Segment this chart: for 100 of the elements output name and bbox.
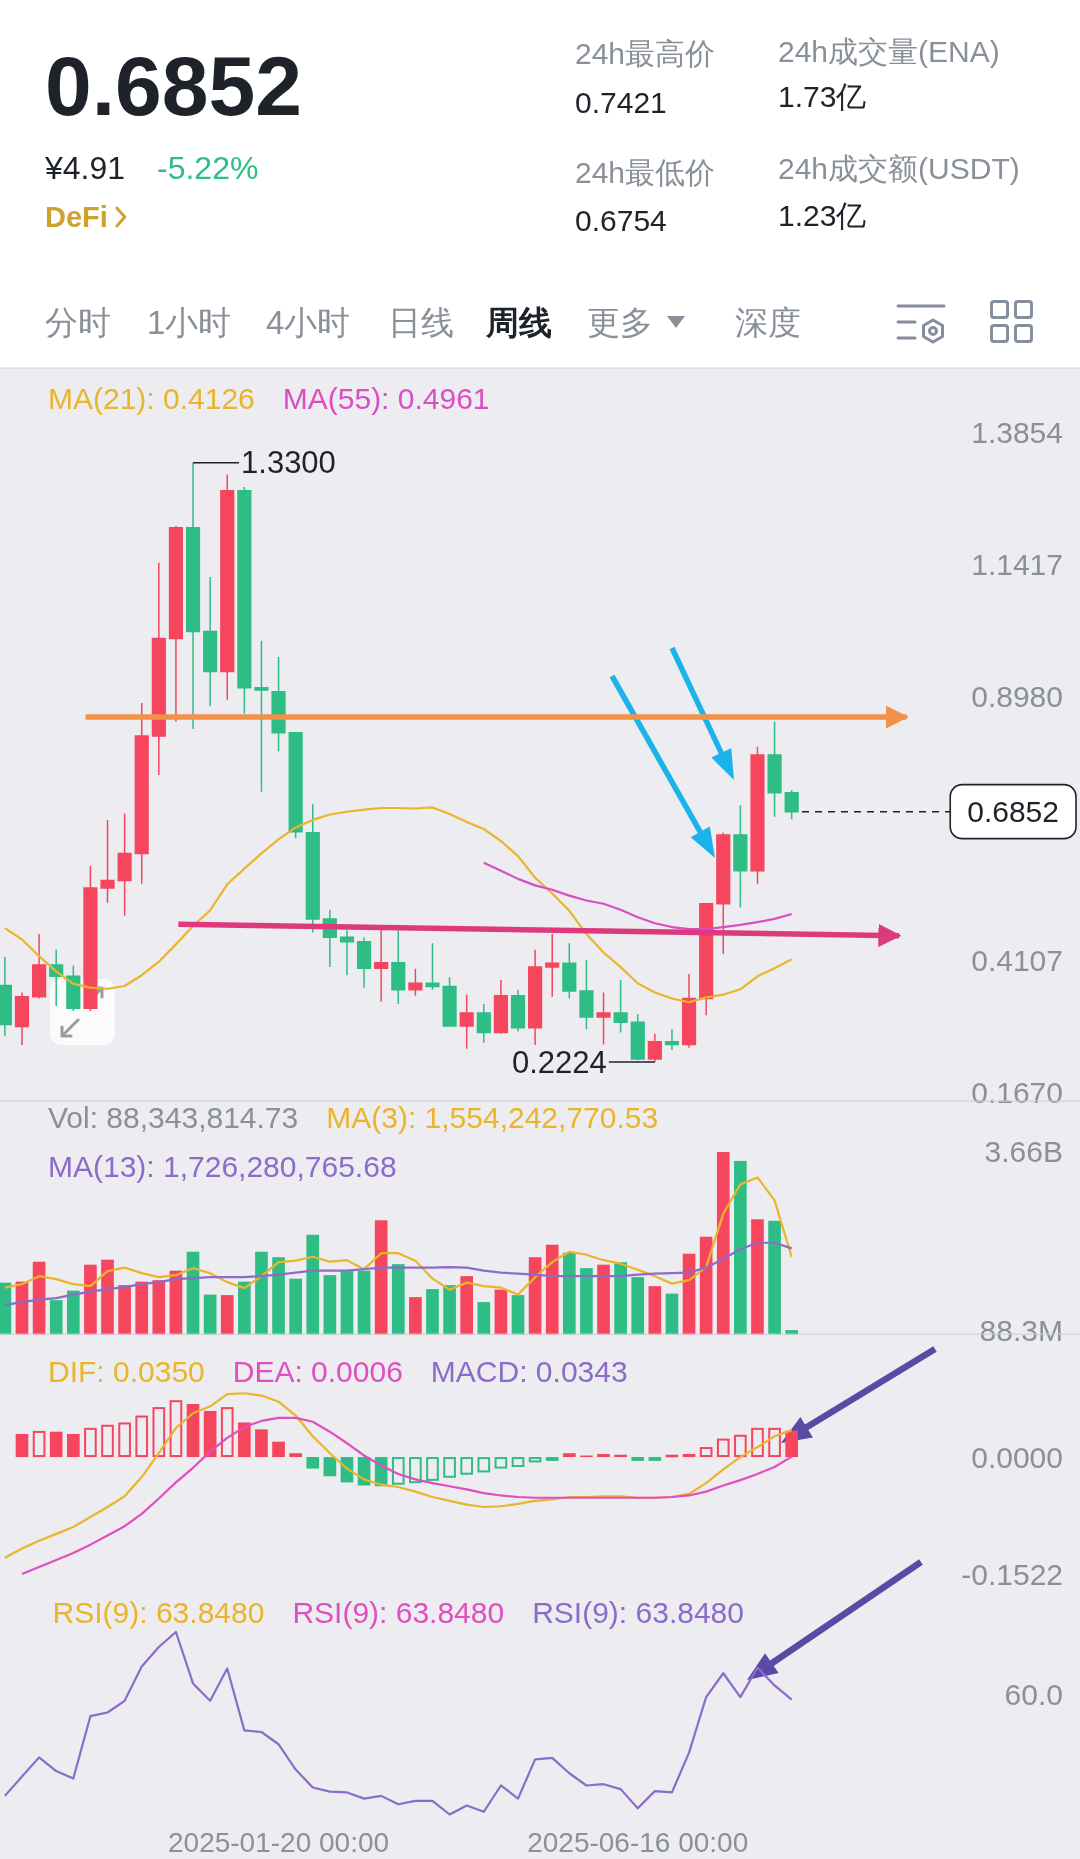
candlestick [237,486,252,715]
candlestick [305,803,320,934]
bar [66,1433,80,1458]
candlestick [83,865,98,1012]
bar [255,1251,268,1335]
candlestick [699,901,714,1016]
candlestick [151,562,166,776]
candlestick [545,933,560,998]
candlestick [339,929,355,976]
bar [460,1276,474,1335]
bar [152,1280,166,1335]
bar [306,1457,320,1469]
bar [580,1268,593,1335]
bar [357,1270,371,1335]
bar [751,1219,764,1335]
bar [0,1282,12,1335]
legend-label: RSI(9): 63.8480 [52,1595,265,1629]
bar [631,1457,645,1461]
candlestick [528,949,543,1046]
bar [477,1302,491,1335]
bar [186,1404,200,1458]
text: 1小时 [147,303,232,341]
candlestick [596,991,611,1046]
bar [49,1431,63,1458]
bar [238,1422,251,1458]
bar [768,1427,781,1458]
bar [614,1454,627,1458]
candlestick [100,819,115,904]
bar [528,1457,542,1463]
bar [409,1297,422,1335]
text: 日线 [388,303,454,341]
bar [426,1289,439,1335]
text: 4小时 [266,303,351,341]
bar [631,1277,645,1335]
candlestick [14,991,30,1046]
bar [238,1281,251,1335]
annotation: MACD: 0.0343 [430,1354,628,1388]
y-tick-label: 3.66B [984,1135,1063,1169]
bar [716,1151,730,1335]
bar [289,1453,302,1458]
candlestick [613,979,628,1034]
y-tick-label: 1.1417 [971,548,1063,582]
candlestick [459,993,474,1050]
bar [135,1281,149,1335]
text: MA(13): 1,726,280,765.68 [48,1149,397,1183]
text: 24h成交额(USDT) [778,151,1020,185]
text: 周线 [485,303,552,341]
bar [340,1271,354,1335]
bar [443,1285,456,1335]
text: 24h成交量(ENA) [778,34,1000,68]
bar [118,1285,131,1335]
candlestick [716,832,731,955]
bar [511,1457,525,1468]
bar [220,1407,234,1458]
bar [699,1447,713,1458]
legend-label: RSI(9): 63.8480 [292,1595,505,1629]
y-tick-label: 1.3854 [971,416,1063,450]
bar [49,1300,63,1335]
bar [32,1430,46,1458]
bar [220,1295,234,1335]
bar [648,1286,662,1335]
candlestick [288,732,303,840]
bar [323,1457,337,1477]
text: 深度 [735,303,801,341]
bar [255,1429,268,1458]
bar [323,1275,337,1335]
text: MA(55): 0.4961 [282,381,490,415]
candlestick [425,942,440,991]
bar [597,1264,610,1335]
text: 1.73亿 [778,79,867,113]
bar [562,1252,576,1335]
candlestick [664,1028,680,1051]
text: ¥4.91 [44,150,126,186]
annotation: 1.3300 [241,445,336,481]
bar [494,1457,508,1469]
series-label: DIF: 0.0350 [48,1354,205,1388]
x-tick-label: 2025-01-20 00:00 [168,1826,390,1858]
bar [391,1457,405,1485]
bar [785,1430,798,1458]
bar [84,1264,97,1335]
candlestick [32,933,47,1000]
bar [614,1262,627,1335]
text: MA(3): 1,554,242,770.53 [326,1100,659,1134]
bar [203,1294,217,1335]
bar [409,1457,422,1484]
text: 1.23亿 [778,198,867,232]
candlestick [408,967,423,997]
candlestick [185,461,201,730]
y-tick-label: 0.4107 [971,943,1063,977]
line-series [3,1241,793,1307]
candlestick [66,964,81,1012]
candlestick [681,973,697,1049]
bar [768,1220,781,1335]
bar [272,1441,285,1458]
bar [751,1427,764,1458]
bar [84,1427,97,1458]
text: DeFi [45,201,108,233]
series-label: RSI(9): 63.8480 [532,1595,744,1629]
annotation: 0.2224 [512,1044,607,1080]
candlestick [203,576,218,707]
